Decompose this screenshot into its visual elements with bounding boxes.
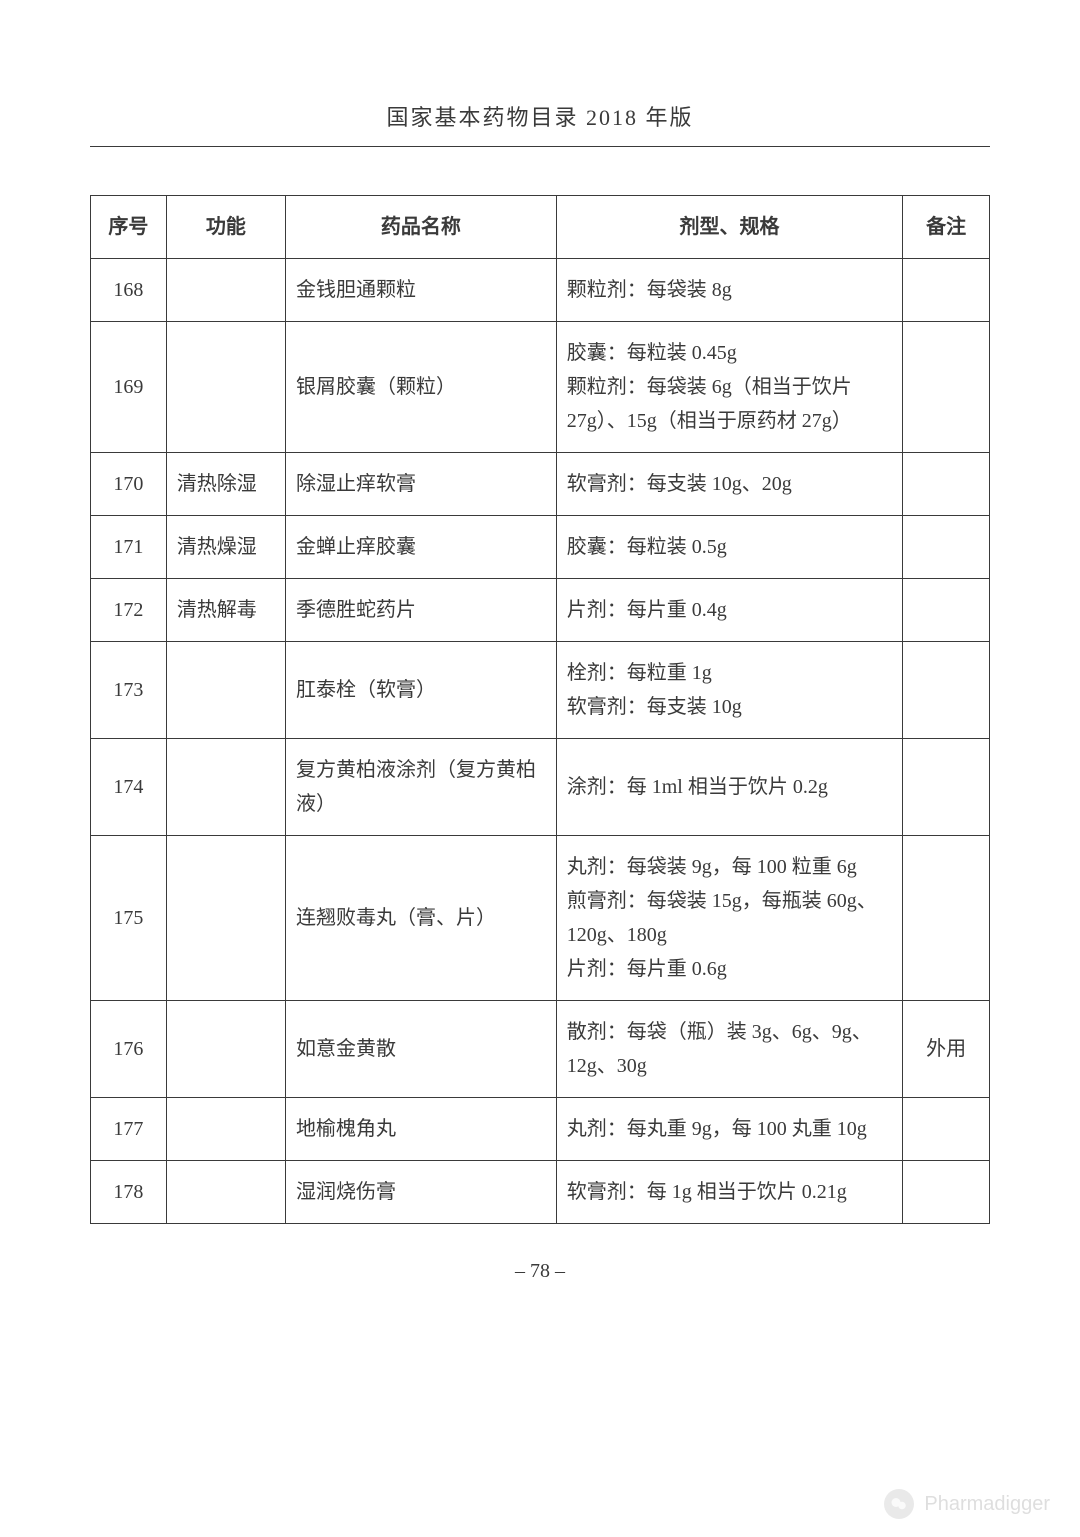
cell-name: 季德胜蛇药片 bbox=[285, 579, 556, 642]
cell-note bbox=[903, 453, 990, 516]
cell-func: 清热解毒 bbox=[166, 579, 285, 642]
cell-seq: 169 bbox=[91, 322, 167, 453]
cell-spec: 颗粒剂：每袋装 8g bbox=[556, 259, 903, 322]
cell-seq: 174 bbox=[91, 739, 167, 836]
table-row: 170清热除湿除湿止痒软膏软膏剂：每支装 10g、20g bbox=[91, 453, 990, 516]
cell-note bbox=[903, 322, 990, 453]
cell-seq: 178 bbox=[91, 1161, 167, 1224]
cell-note bbox=[903, 579, 990, 642]
cell-func: 清热除湿 bbox=[166, 453, 285, 516]
col-seq: 序号 bbox=[91, 196, 167, 259]
table-body: 168 金钱胆通颗粒颗粒剂：每袋装 8g 169 银屑胶囊（颗粒）胶囊：每粒装 0.4… bbox=[91, 259, 990, 1224]
cell-name: 金蝉止痒胶囊 bbox=[285, 516, 556, 579]
col-note: 备注 bbox=[903, 196, 990, 259]
cell-name: 复方黄柏液涂剂（复方黄柏液） bbox=[285, 739, 556, 836]
cell-spec: 胶囊：每粒装 0.45g颗粒剂：每袋装 6g（相当于饮片 27g）、15g（相当… bbox=[556, 322, 903, 453]
cell-note bbox=[903, 836, 990, 1001]
table-row: 178 湿润烧伤膏软膏剂：每 1g 相当于饮片 0.21g bbox=[91, 1161, 990, 1224]
cell-func bbox=[166, 1001, 285, 1098]
cell-name: 金钱胆通颗粒 bbox=[285, 259, 556, 322]
cell-func bbox=[166, 1161, 285, 1224]
table-row: 169 银屑胶囊（颗粒）胶囊：每粒装 0.45g颗粒剂：每袋装 6g（相当于饮片 … bbox=[91, 322, 990, 453]
cell-func bbox=[166, 1098, 285, 1161]
table-header: 序号 功能 药品名称 剂型、规格 备注 bbox=[91, 196, 990, 259]
page-number: – 78 – bbox=[90, 1260, 990, 1283]
cell-note bbox=[903, 642, 990, 739]
cell-seq: 170 bbox=[91, 453, 167, 516]
cell-seq: 172 bbox=[91, 579, 167, 642]
cell-spec: 散剂：每袋（瓶）装 3g、6g、9g、12g、30g bbox=[556, 1001, 903, 1098]
cell-note bbox=[903, 516, 990, 579]
cell-name: 银屑胶囊（颗粒） bbox=[285, 322, 556, 453]
drug-table: 序号 功能 药品名称 剂型、规格 备注 168金钱胆通颗粒颗粒剂：每袋装 8g1… bbox=[90, 195, 990, 1224]
cell-name: 连翘败毒丸（膏、片） bbox=[285, 836, 556, 1001]
table-row: 175 连翘败毒丸（膏、片）丸剂：每袋装 9g，每 100 粒重 6g煎膏剂：每袋… bbox=[91, 836, 990, 1001]
table-row: 174 复方黄柏液涂剂（复方黄柏液）涂剂：每 1ml 相当于饮片 0.2g bbox=[91, 739, 990, 836]
cell-func bbox=[166, 322, 285, 453]
cell-spec: 片剂：每片重 0.4g bbox=[556, 579, 903, 642]
cell-seq: 168 bbox=[91, 259, 167, 322]
col-name: 药品名称 bbox=[285, 196, 556, 259]
cell-func bbox=[166, 642, 285, 739]
cell-spec: 丸剂：每袋装 9g，每 100 粒重 6g煎膏剂：每袋装 15g，每瓶装 60g… bbox=[556, 836, 903, 1001]
document-page: 国家基本药物目录 2018 年版 序号 功能 药品名称 剂型、规格 备注 168… bbox=[0, 0, 1080, 1343]
cell-func bbox=[166, 739, 285, 836]
cell-func: 清热燥湿 bbox=[166, 516, 285, 579]
wechat-icon bbox=[884, 1489, 914, 1519]
cell-seq: 173 bbox=[91, 642, 167, 739]
cell-spec: 胶囊：每粒装 0.5g bbox=[556, 516, 903, 579]
table-row: 168 金钱胆通颗粒颗粒剂：每袋装 8g bbox=[91, 259, 990, 322]
page-header: 国家基本药物目录 2018 年版 bbox=[90, 100, 990, 147]
cell-func bbox=[166, 836, 285, 1001]
table-row: 173 肛泰栓（软膏）栓剂：每粒重 1g软膏剂：每支装 10g bbox=[91, 642, 990, 739]
cell-seq: 177 bbox=[91, 1098, 167, 1161]
cell-seq: 176 bbox=[91, 1001, 167, 1098]
watermark-label: Pharmadigger bbox=[924, 1493, 1050, 1516]
watermark: Pharmadigger bbox=[884, 1489, 1050, 1519]
cell-note bbox=[903, 1098, 990, 1161]
cell-name: 肛泰栓（软膏） bbox=[285, 642, 556, 739]
cell-note: 外用 bbox=[903, 1001, 990, 1098]
cell-spec: 软膏剂：每支装 10g、20g bbox=[556, 453, 903, 516]
header-title: 国家基本药物目录 2018 年版 bbox=[386, 105, 693, 130]
cell-spec: 涂剂：每 1ml 相当于饮片 0.2g bbox=[556, 739, 903, 836]
table-row: 171清热燥湿金蝉止痒胶囊胶囊：每粒装 0.5g bbox=[91, 516, 990, 579]
cell-name: 除湿止痒软膏 bbox=[285, 453, 556, 516]
cell-seq: 175 bbox=[91, 836, 167, 1001]
table-row: 176 如意金黄散散剂：每袋（瓶）装 3g、6g、9g、12g、30g外用 bbox=[91, 1001, 990, 1098]
col-spec: 剂型、规格 bbox=[556, 196, 903, 259]
cell-spec: 栓剂：每粒重 1g软膏剂：每支装 10g bbox=[556, 642, 903, 739]
cell-name: 湿润烧伤膏 bbox=[285, 1161, 556, 1224]
cell-name: 地榆槐角丸 bbox=[285, 1098, 556, 1161]
cell-note bbox=[903, 739, 990, 836]
col-func: 功能 bbox=[166, 196, 285, 259]
cell-func bbox=[166, 259, 285, 322]
cell-note bbox=[903, 259, 990, 322]
cell-seq: 171 bbox=[91, 516, 167, 579]
table-row: 172清热解毒季德胜蛇药片片剂：每片重 0.4g bbox=[91, 579, 990, 642]
cell-spec: 丸剂：每丸重 9g，每 100 丸重 10g bbox=[556, 1098, 903, 1161]
cell-name: 如意金黄散 bbox=[285, 1001, 556, 1098]
table-row: 177 地榆槐角丸丸剂：每丸重 9g，每 100 丸重 10g bbox=[91, 1098, 990, 1161]
cell-note bbox=[903, 1161, 990, 1224]
cell-spec: 软膏剂：每 1g 相当于饮片 0.21g bbox=[556, 1161, 903, 1224]
